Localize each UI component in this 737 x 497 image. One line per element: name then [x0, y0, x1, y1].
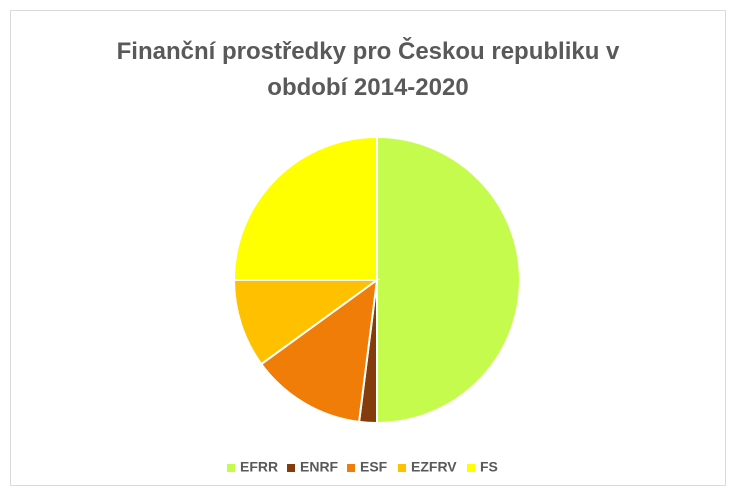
legend-label: ESF: [360, 459, 388, 475]
legend-swatch: [287, 464, 295, 472]
pie-slice: [232, 279, 381, 366]
legend-label: EFRR: [240, 459, 278, 475]
legend-swatch: [398, 464, 406, 472]
legend-swatch: [467, 464, 475, 472]
legend-label: EZFRV: [411, 459, 457, 475]
legend-swatch: [347, 464, 355, 472]
pie-slice: [259, 277, 379, 423]
chart-title: Finanční prostředky pro Českou republiku…: [116, 38, 620, 101]
pie-slice: [376, 135, 521, 425]
legend-label: FS: [480, 459, 498, 475]
legend-swatch: [227, 464, 235, 472]
chart-frame: [10, 10, 726, 486]
legend-label: ENRF: [300, 459, 339, 475]
pie-slice: [232, 135, 378, 281]
